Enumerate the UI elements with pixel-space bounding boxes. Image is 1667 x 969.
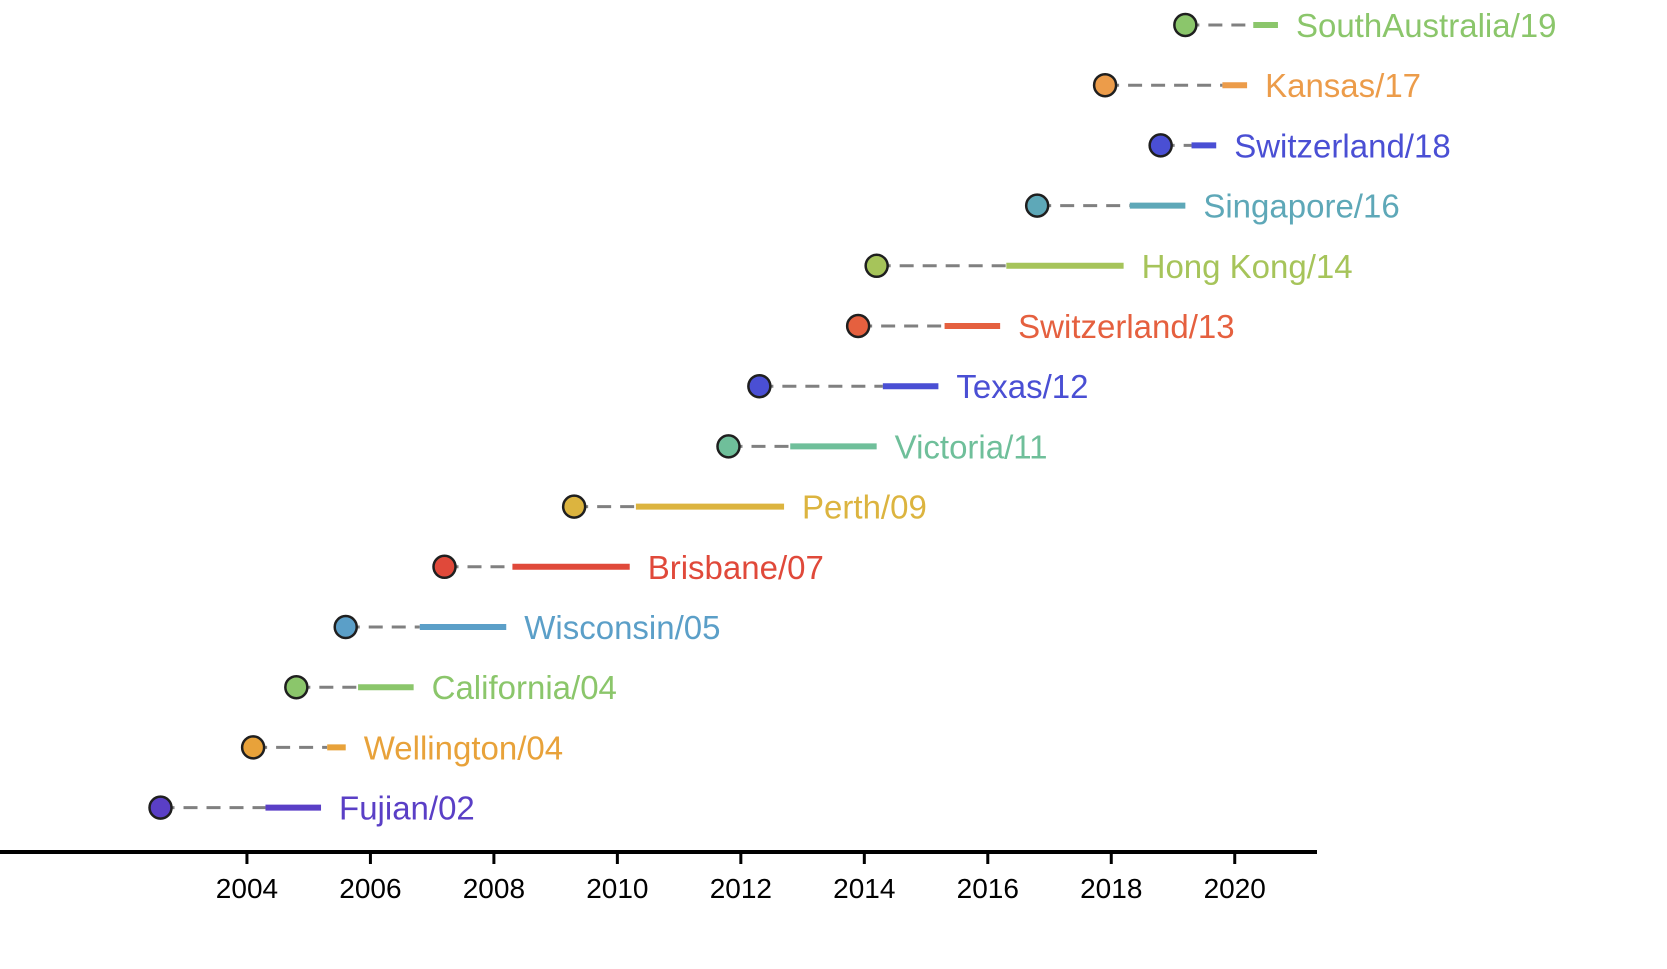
tick-label-2010: 2010 [586,873,648,904]
strain-row-brisbane-07: Brisbane/07 [432,549,824,586]
label-victoria-11: Victoria/11 [895,428,1048,465]
label-southaustralia-19: SouthAustralia/19 [1296,7,1557,44]
tick-label-2006: 2006 [339,873,401,904]
tick-label-2004: 2004 [216,873,278,904]
tick-label-2018: 2018 [1080,873,1142,904]
label-singapore-16: Singapore/16 [1203,188,1399,225]
point-wellington-04 [240,735,266,760]
x-axis: 2004 2006 2008 2010 2012 2014 2016 2018 2020 [0,850,1317,904]
strain-row-fujian-02: Fujian/02 [148,790,475,827]
strain-row-wisconsin-05: Wisconsin/05 [333,609,720,646]
point-fujian-02 [148,795,173,820]
label-fujian-02: Fujian/02 [339,790,475,827]
strain-row-victoria-11: Victoria/11 [716,428,1048,465]
label-kansas-17: Kansas/17 [1265,67,1421,104]
point-brisbane-07 [432,554,457,580]
tick-label-2014: 2014 [833,873,895,904]
label-texas-12: Texas/12 [956,368,1088,405]
point-singapore-16 [1024,193,1050,218]
point-wisconsin-05 [333,614,358,640]
label-wisconsin-05: Wisconsin/05 [524,609,720,646]
tick-label-2020: 2020 [1204,873,1266,904]
tick-label-2012: 2012 [710,873,772,904]
strain-row-perth-09: Perth/09 [561,489,927,526]
strain-row-switzerland-18: Switzerland/18 [1148,127,1451,164]
label-california-04: California/04 [432,669,617,706]
strain-row-california-04: California/04 [284,669,617,706]
strain-row-wellington-04: Wellington/04 [240,729,563,766]
strain-row-switzerland-13: Switzerland/13 [845,308,1235,345]
point-victoria-11 [716,434,741,459]
label-perth-09: Perth/09 [802,489,927,526]
strain-rows: Fujian/02 Wellington/04 California/04 Wisco… [148,7,1557,827]
label-brisbane-07: Brisbane/07 [648,549,824,586]
strain-row-hong-kong-14: Hong Kong/14 [864,248,1353,285]
point-hong-kong-14 [864,253,889,279]
strain-row-singapore-16: Singapore/16 [1024,188,1400,225]
point-california-04 [284,674,309,700]
point-switzerland-18 [1148,133,1173,158]
label-hong-kong-14: Hong Kong/14 [1142,248,1353,285]
point-southaustralia-19 [1173,12,1198,38]
label-switzerland-18: Switzerland/18 [1234,127,1450,164]
point-perth-09 [561,494,587,519]
strain-row-texas-12: Texas/12 [747,368,1088,405]
tick-label-2016: 2016 [957,873,1019,904]
point-kansas-17 [1092,72,1118,98]
label-switzerland-13: Switzerland/13 [1018,308,1234,345]
point-texas-12 [747,373,772,399]
strain-row-southaustralia-19: SouthAustralia/19 [1173,7,1557,44]
tick-label-2008: 2008 [463,873,525,904]
strain-row-kansas-17: Kansas/17 [1092,67,1421,104]
label-wellington-04: Wellington/04 [364,729,563,766]
x-axis-ticks: 2004 2006 2008 2010 2012 2014 2016 2018 2020 [216,852,1266,904]
point-switzerland-13 [845,313,871,339]
